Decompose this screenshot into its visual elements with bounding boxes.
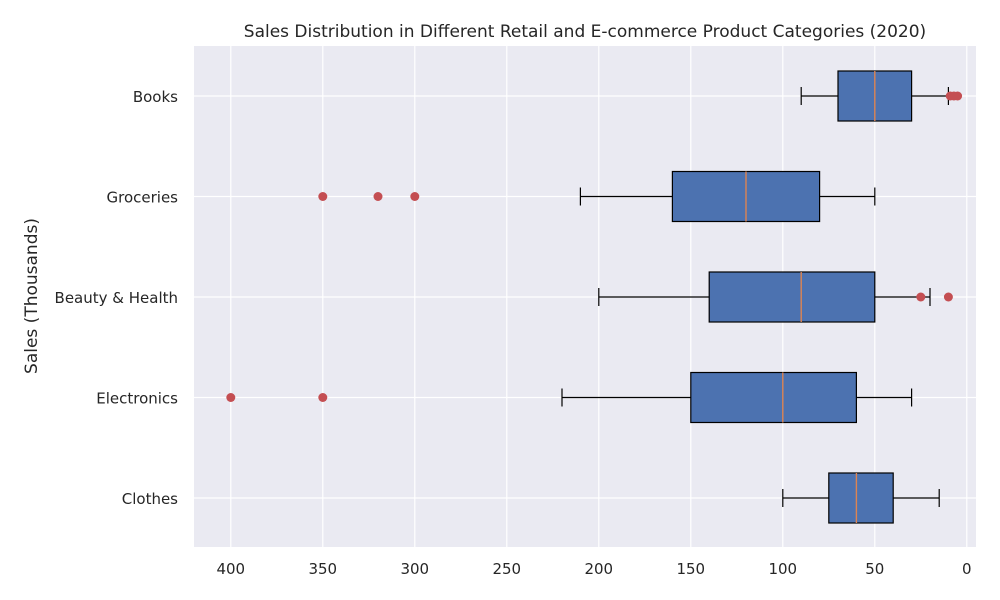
category-label: Groceries [107,189,179,207]
category-label: Beauty & Health [55,289,178,307]
x-tick-label: 50 [865,560,884,578]
x-tick-label: 150 [676,560,705,578]
x-axis-ticks: 400 350 300 250 200 150 100 50 0 [216,560,971,578]
box-books [800,70,963,122]
category-labels: Books Groceries Beauty & Health Electronics… [55,88,179,508]
outlier-point [318,192,328,201]
category-label: Electronics [96,390,178,408]
box-clothes [782,472,940,524]
outlier-point [318,393,328,402]
x-tick-label: 400 [216,560,245,578]
x-tick-label: 350 [308,560,337,578]
box-beauty-health [598,271,953,323]
outlier-point [943,292,953,302]
iqr-box [690,371,857,424]
outlier-point [410,192,420,201]
outlier-point [226,393,236,402]
iqr-box [828,472,894,524]
x-tick-label: 100 [768,560,797,578]
chart-title: Sales Distribution in Different Retail a… [244,22,926,42]
x-tick-label: 300 [400,560,429,578]
outlier-point [945,91,955,101]
iqr-box [708,271,876,323]
x-tick-label: 250 [492,560,521,578]
x-tick-label: 200 [584,560,613,578]
category-label: Clothes [122,490,178,508]
box-electronics [226,371,913,424]
x-tick-label: 0 [962,560,972,578]
y-axis-label: Sales (Thousands) [22,218,42,374]
box-groceries [318,170,876,223]
category-label: Books [133,88,178,106]
outlier-point [916,292,926,302]
outlier-point [373,192,383,201]
boxes [226,70,963,524]
